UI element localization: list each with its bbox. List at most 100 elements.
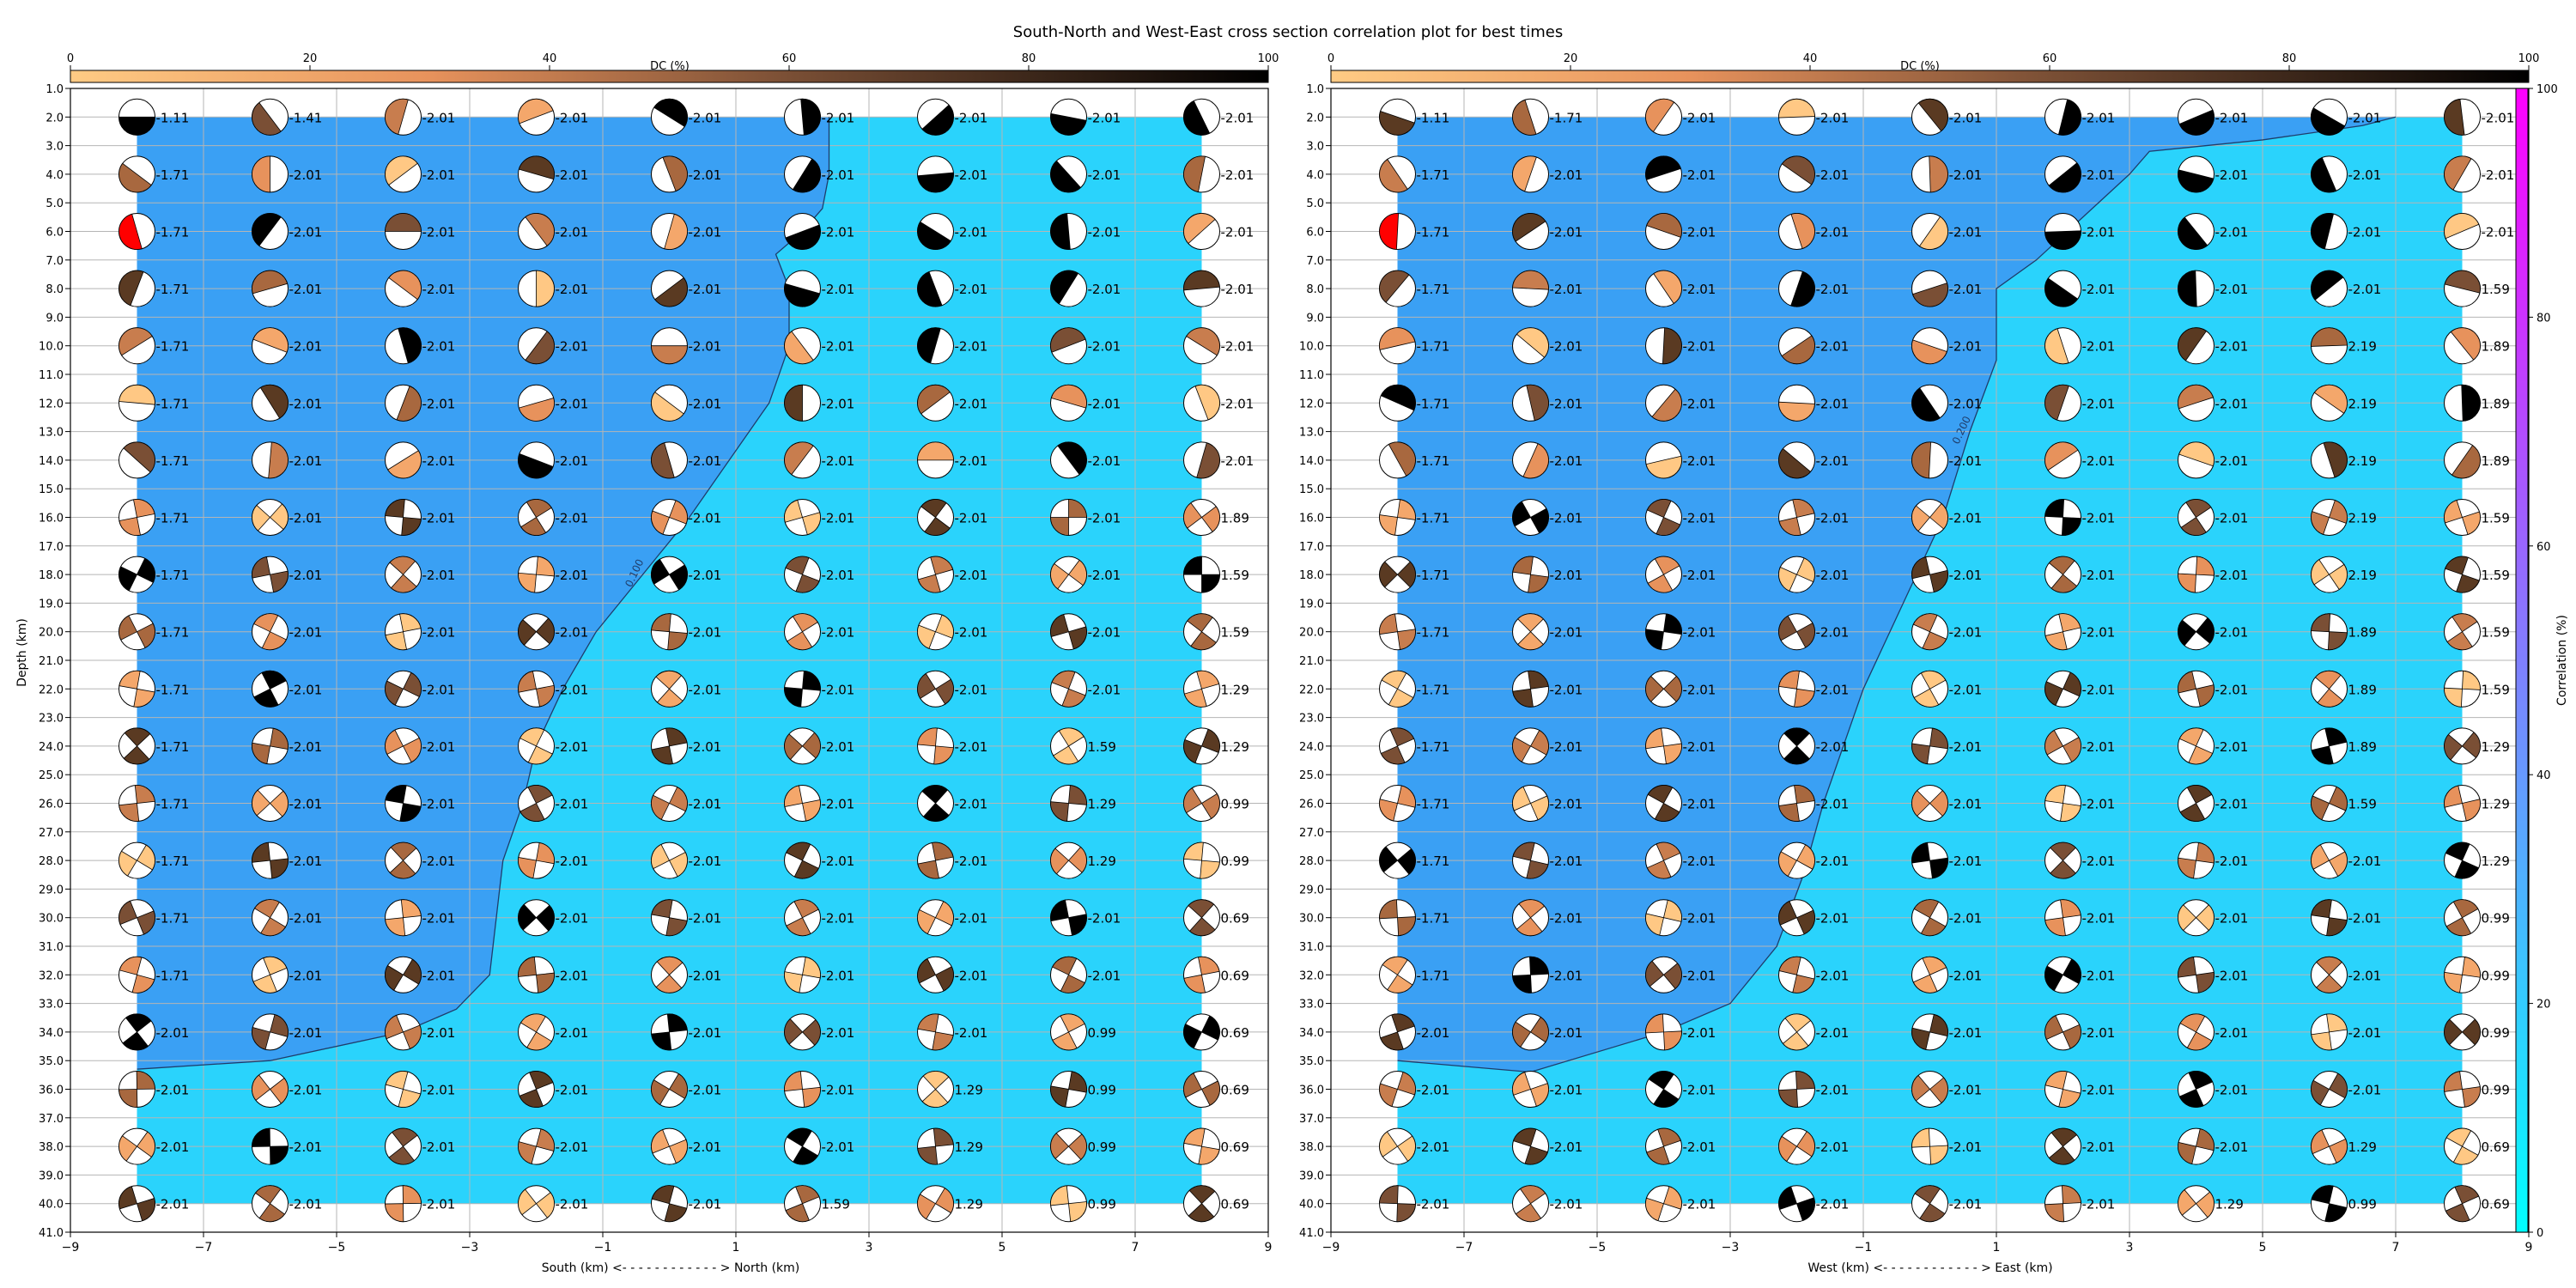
dc-colorbar-tick-label: 0 [1327,52,1334,65]
beachball-label: -2.01 [822,511,855,526]
dc-colorbar-tick-label: 40 [543,52,557,65]
beachball-marker [784,556,821,593]
beachball-label: -2.01 [1949,453,1983,469]
beachball-label: -2.01 [2082,911,2116,927]
y-tick-label: 25.0 [1299,769,1324,782]
y-tick-label: 20.0 [39,627,64,640]
beachball-marker [2444,384,2481,422]
panel-south-north: DC (%) 0 20 40 60 80 100 0.100−9 −7 −5 −3 −1 1 3 5 7 9… [15,52,1279,1275]
beachball-label: -2.01 [1949,682,1983,697]
beachball-label: -1.71 [1417,167,1450,183]
beachball-marker [2044,384,2081,422]
beachball-label: -2.01 [1417,1083,1450,1098]
y-tick-label: 29.0 [39,884,64,896]
correlation-colorbar-tick-label: 100 [2537,83,2558,96]
beachball-label: -2.01 [2215,1139,2249,1155]
beachball-marker [1645,841,1682,879]
beachball-marker [1512,670,1549,708]
beachball-label: -2.01 [556,225,589,240]
beachball-marker [1183,841,1220,879]
beachball-marker [784,670,821,708]
beachball-marker [1183,785,1220,822]
beachball-marker [784,1185,821,1223]
correlation-colorbar-tick-label: 80 [2537,312,2551,325]
beachball-label: -2.01 [822,568,855,583]
y-tick-label: 5.0 [46,197,64,210]
y-tick-label: 31.0 [1299,941,1324,954]
x-tick-label: 5 [999,1241,1006,1255]
beachball-label: 2.19 [2348,396,2377,411]
beachball-label: -2.01 [1221,282,1255,297]
y-tick-label: 16.0 [1299,513,1324,526]
beachball-label: -2.01 [1949,1025,1983,1041]
beachball-marker [118,1127,155,1165]
beachball-marker [1645,155,1682,193]
beachball-marker [385,727,422,765]
beachball-marker [2044,441,2081,479]
beachball-marker [2311,155,2348,193]
beachball-label: -2.01 [822,854,855,869]
dc-colorbar-tick-label: 60 [782,52,797,65]
beachball-label: -2.01 [2215,625,2249,641]
beachball-label: -2.01 [689,1025,722,1041]
y-tick-label: 5.0 [1306,197,1324,210]
beachball-label: -2.01 [689,1083,722,1098]
beachball-marker [1050,1013,1087,1051]
beachball-label: -2.01 [2215,396,2249,411]
beachball-marker [1183,499,1220,536]
beachball-marker [1379,785,1416,822]
beachball-marker [252,270,289,307]
beachball-marker [2178,327,2215,365]
beachball-marker [1379,613,1416,651]
beachball-marker [118,613,155,651]
y-tick-label: 37.0 [39,1113,64,1126]
x-tick-label: −5 [328,1241,346,1255]
beachball-label: -2.01 [2082,797,2116,812]
beachball-marker [1645,613,1682,651]
beachball-marker [1778,499,1815,536]
beachball-marker [252,956,289,993]
beachball-marker [651,1013,688,1051]
y-tick-label: 13.0 [39,427,64,440]
beachball-marker [1911,499,1948,536]
beachball-label: -2.01 [822,911,855,927]
beachball-label: -2.01 [1949,911,1983,927]
beachball-marker [1645,727,1682,765]
beachball-marker [651,899,688,937]
beachball-marker [2178,499,2215,536]
beachball-label: -2.01 [422,511,456,526]
beachball-marker [651,841,688,879]
y-tick-label: 25.0 [39,769,64,782]
beachball-label: -2.01 [1221,339,1255,355]
beachball-marker [1379,499,1416,536]
beachball-marker [651,670,688,708]
beachball-marker [917,613,954,651]
beachball-marker [784,841,821,879]
beachball-label: -2.01 [422,167,456,183]
dc-colorbar-label: DC (%) [650,60,690,73]
beachball-marker [1645,1013,1682,1051]
beachball-marker [917,841,954,879]
beachball-marker [252,384,289,422]
beachball-marker [784,384,821,422]
beachball-label: -2.01 [422,453,456,469]
beachball-marker [651,1127,688,1165]
beachball-marker [1778,441,1815,479]
dc-colorbar-tick-label: 60 [2043,52,2057,65]
beachball-label: -2.01 [556,453,589,469]
y-tick-label: 28.0 [1299,855,1324,868]
x-axis-label: West (km) <- - - - - - - - - - - - > Eas… [1807,1261,2052,1275]
beachball-marker [1911,155,1948,193]
beachball-label: -2.01 [556,625,589,641]
beachball-marker [2444,556,2481,593]
beachball-label: -2.01 [1088,339,1121,355]
beachball-marker [2444,841,2481,879]
beachball-marker [1778,956,1815,993]
dc-colorbar-tick-label: 100 [1258,52,1279,65]
beachball-marker [1645,899,1682,937]
y-tick-label: 10.0 [1299,341,1324,354]
beachball-marker [385,499,422,536]
beachball-marker [1379,1185,1416,1223]
beachball-marker [385,785,422,822]
beachball-label: -2.01 [2348,911,2382,927]
